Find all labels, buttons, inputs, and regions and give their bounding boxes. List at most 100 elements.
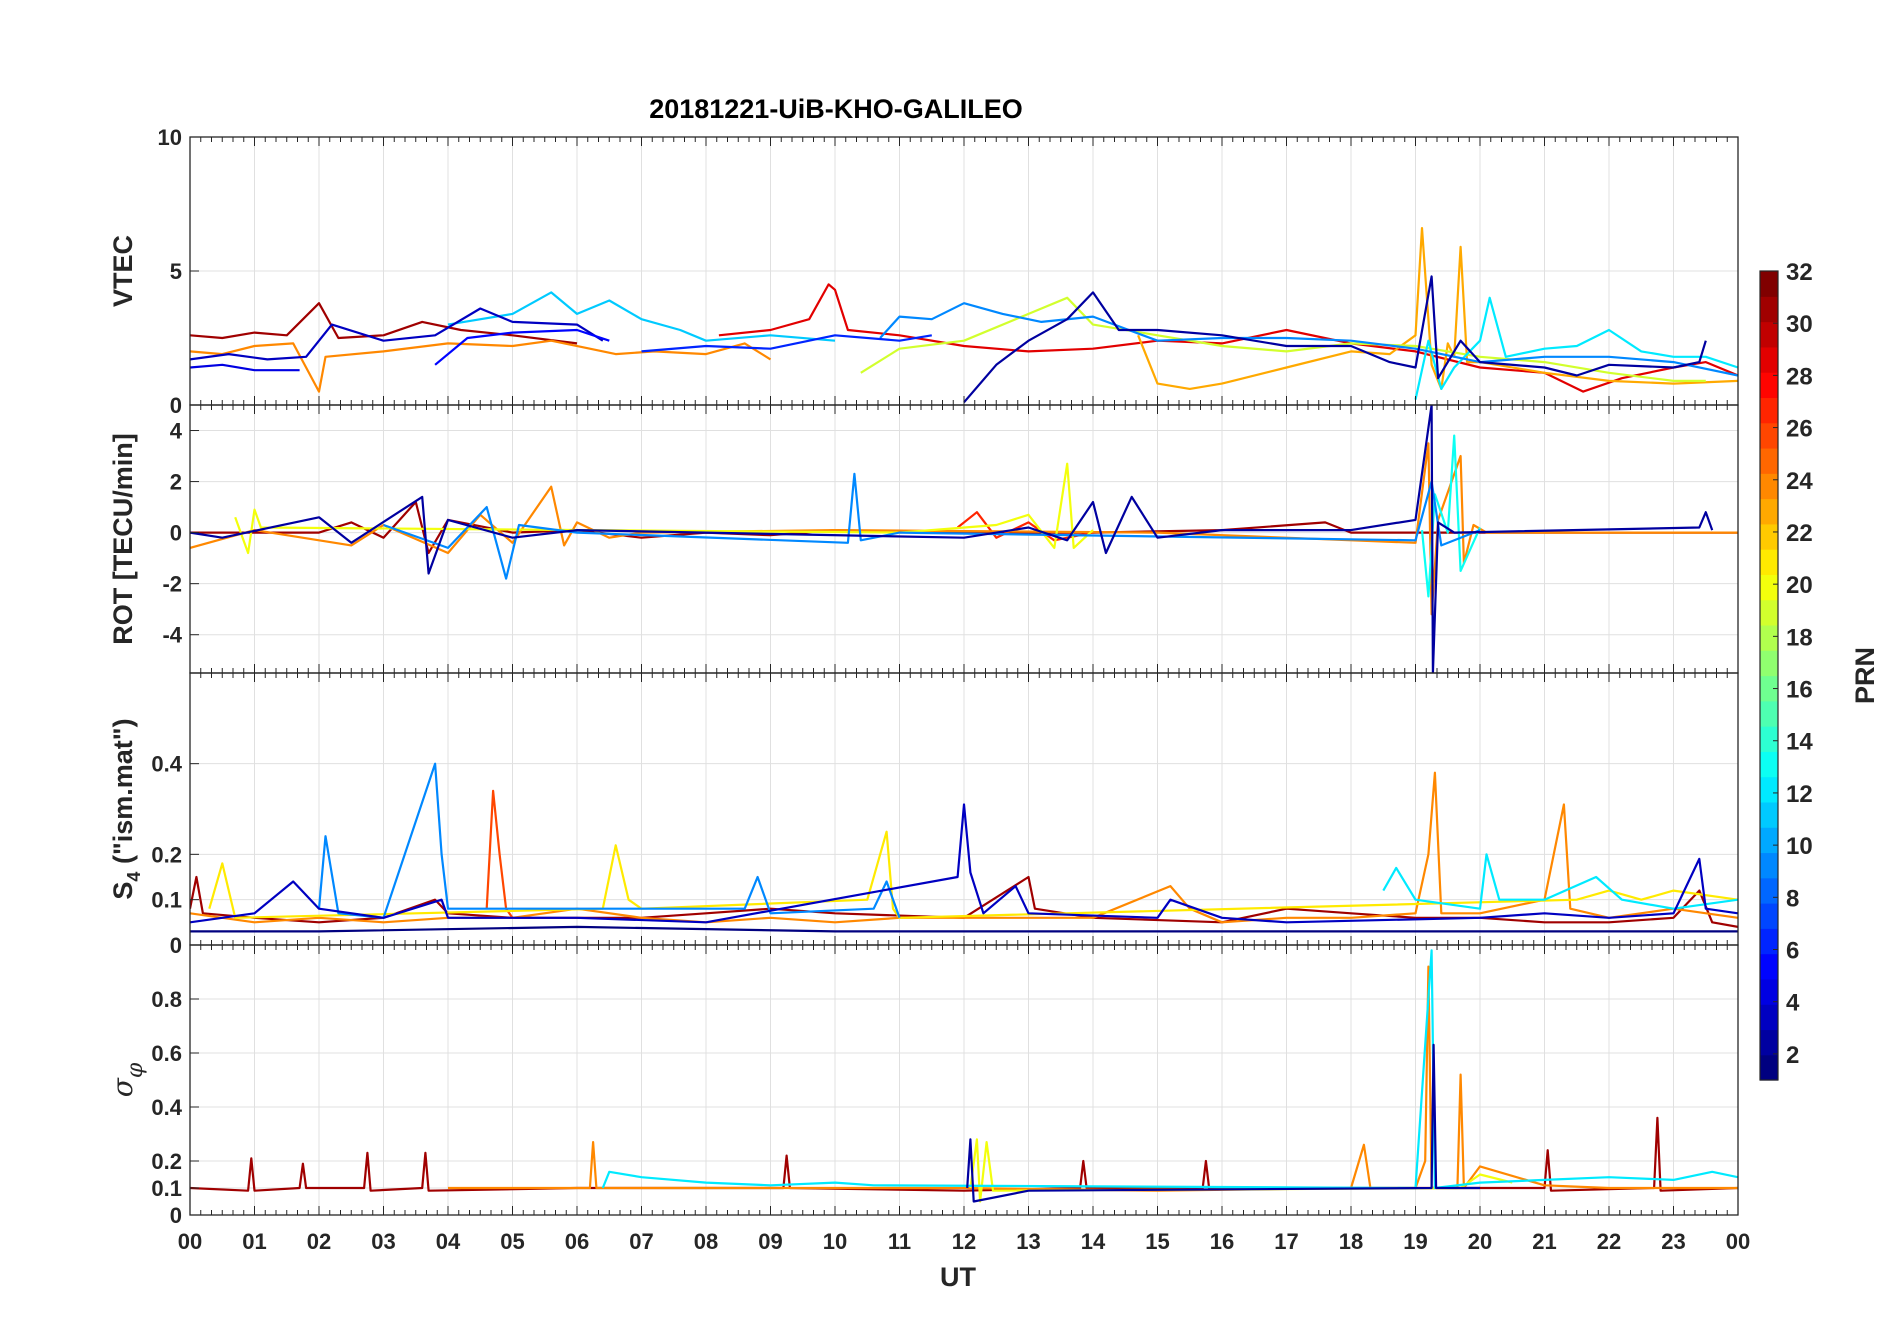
series-line-prn-20 — [234, 462, 1094, 555]
series-line-prn-5 — [434, 328, 610, 366]
series-line-prn-9 — [383, 472, 1481, 580]
colorbar-tick-label: 2 — [1786, 1042, 1799, 1069]
colorbar-tick-label: 8 — [1786, 885, 1799, 912]
colorbar-segment — [1760, 1004, 1778, 1031]
x-tick-label: 22 — [1597, 1229, 1621, 1254]
series-line-prn-19 — [860, 296, 1706, 382]
series-group — [190, 405, 1738, 673]
series-group — [190, 227, 1738, 404]
y-axis-label: σφ — [106, 1062, 148, 1097]
colorbar-segment — [1760, 498, 1778, 525]
x-tick-label: 09 — [758, 1229, 782, 1254]
y-tick-label: 0.1 — [151, 888, 182, 913]
colorbar-segment — [1760, 372, 1778, 399]
colorbar-segment — [1760, 700, 1778, 727]
colorbar-frame — [1759, 270, 1779, 1081]
colorbar-segment — [1760, 726, 1778, 752]
colorbar-segment — [1760, 523, 1778, 550]
panel-0: 0 5 10 VTEC — [108, 125, 1739, 418]
x-tick-label: 00 — [1726, 1229, 1750, 1254]
chart-title: 20181221-UiB-KHO-GALILEO — [649, 94, 1023, 124]
colorbar-segment — [1760, 928, 1778, 955]
x-tick-label: 18 — [1339, 1229, 1363, 1254]
panel-3: 00.10.2 0.4 0.6 0.8 σφ 00 01 02 03 04 05 06 07 08 09 10… — [106, 944, 1750, 1254]
x-tick-label: 12 — [952, 1229, 976, 1254]
x-axis-label: UT — [940, 1262, 976, 1292]
x-tick-label: 00 — [178, 1229, 202, 1254]
y-axis-label: VTEC — [108, 235, 138, 307]
y-tick-label: 0.4 — [151, 1095, 182, 1120]
colorbar-segment — [1760, 953, 1778, 980]
y-tick-label: -2 — [162, 572, 182, 597]
series-line-prn-23 — [1137, 227, 1738, 390]
y-tick-label: 10 — [158, 125, 182, 150]
series-line-prn-1 — [190, 925, 1738, 933]
panel-1: -4 -2 0 2 4 ROT [TECU/min] — [108, 404, 1739, 674]
series-line-prn-6 — [641, 334, 932, 353]
series-line-prn-3 — [190, 307, 604, 361]
y-tick-label: 0.2 — [151, 1149, 182, 1174]
colorbar-segment — [1760, 675, 1778, 702]
x-tick-label: 08 — [694, 1229, 718, 1254]
colorbar-segment — [1760, 346, 1778, 373]
colorbar-segment — [1760, 599, 1778, 626]
y-tick-label: 0 — [170, 521, 182, 546]
x-tick-label: 15 — [1145, 1229, 1169, 1254]
y-tick-label: 0.2 — [151, 842, 182, 867]
colorbar-segment — [1760, 321, 1778, 348]
colorbar-segment — [1760, 271, 1778, 297]
series-line-prn-11 — [447, 291, 836, 342]
series-line-prn-9 — [317, 762, 901, 919]
x-tick-label: 02 — [307, 1229, 331, 1254]
series-line-prn-24 — [190, 339, 772, 393]
colorbar-segment — [1760, 751, 1778, 778]
x-tick-label: 19 — [1403, 1229, 1427, 1254]
colorbar-segment — [1760, 776, 1778, 803]
colorbar-segment — [1760, 422, 1778, 449]
y-tick-label: 0.6 — [151, 1041, 182, 1066]
series-line-prn-2 — [966, 1043, 1480, 1203]
colorbar-segment — [1760, 549, 1778, 575]
panel-2: 0 0.1 0.2 0.4 S4 ("ism.mat") — [108, 672, 1739, 958]
colorbar-segment — [1760, 801, 1778, 828]
colorbar-tick-label: 28 — [1786, 363, 1813, 390]
series-line-prn-31 — [190, 1116, 1738, 1192]
colorbar-segment — [1760, 574, 1778, 601]
x-tick-label: 06 — [565, 1229, 589, 1254]
series-line-prn-20 — [969, 1138, 1513, 1203]
series-line-prn-13 — [1420, 434, 1482, 598]
series-group — [190, 762, 1738, 933]
x-tick-label: 17 — [1274, 1229, 1298, 1254]
colorbar-label: PRN — [1850, 647, 1880, 704]
y-tick-label: 0.8 — [151, 987, 182, 1012]
series-line-prn-31 — [190, 302, 578, 345]
colorbar-segment — [1760, 827, 1778, 854]
x-tick-label: 03 — [371, 1229, 395, 1254]
y-tick-label: 0 — [170, 933, 182, 958]
colorbar-tick-label: 22 — [1786, 520, 1813, 547]
y-tick-label: 4 — [170, 419, 183, 444]
series-line-prn-2 — [190, 405, 1714, 673]
y-tick-label: -4 — [162, 623, 182, 648]
x-tick-label: 05 — [500, 1229, 524, 1254]
colorbar-segment — [1760, 473, 1778, 500]
y-tick-label: 0.1 — [151, 1176, 182, 1201]
y-axis-label: ROT [TECU/min] — [108, 433, 138, 644]
y-tick-label: 0 — [170, 393, 182, 418]
colorbar-tick-label: 20 — [1786, 572, 1813, 599]
colorbar-tick-label: 4 — [1786, 990, 1800, 1017]
colorbar-segment — [1760, 1029, 1778, 1056]
x-tick-label: 23 — [1661, 1229, 1685, 1254]
x-tick-label: 04 — [436, 1229, 461, 1254]
colorbar-segment — [1760, 903, 1778, 929]
colorbar-segment — [1760, 978, 1778, 1005]
colorbar-tick-label: 12 — [1786, 781, 1813, 808]
x-tick-label: 20 — [1468, 1229, 1492, 1254]
x-tick-label: 10 — [823, 1229, 847, 1254]
series-line-prn-3 — [190, 803, 1738, 924]
colorbar-segment — [1760, 624, 1778, 651]
colorbar-tick-label: 10 — [1786, 833, 1813, 860]
axes-box — [189, 944, 1739, 1216]
